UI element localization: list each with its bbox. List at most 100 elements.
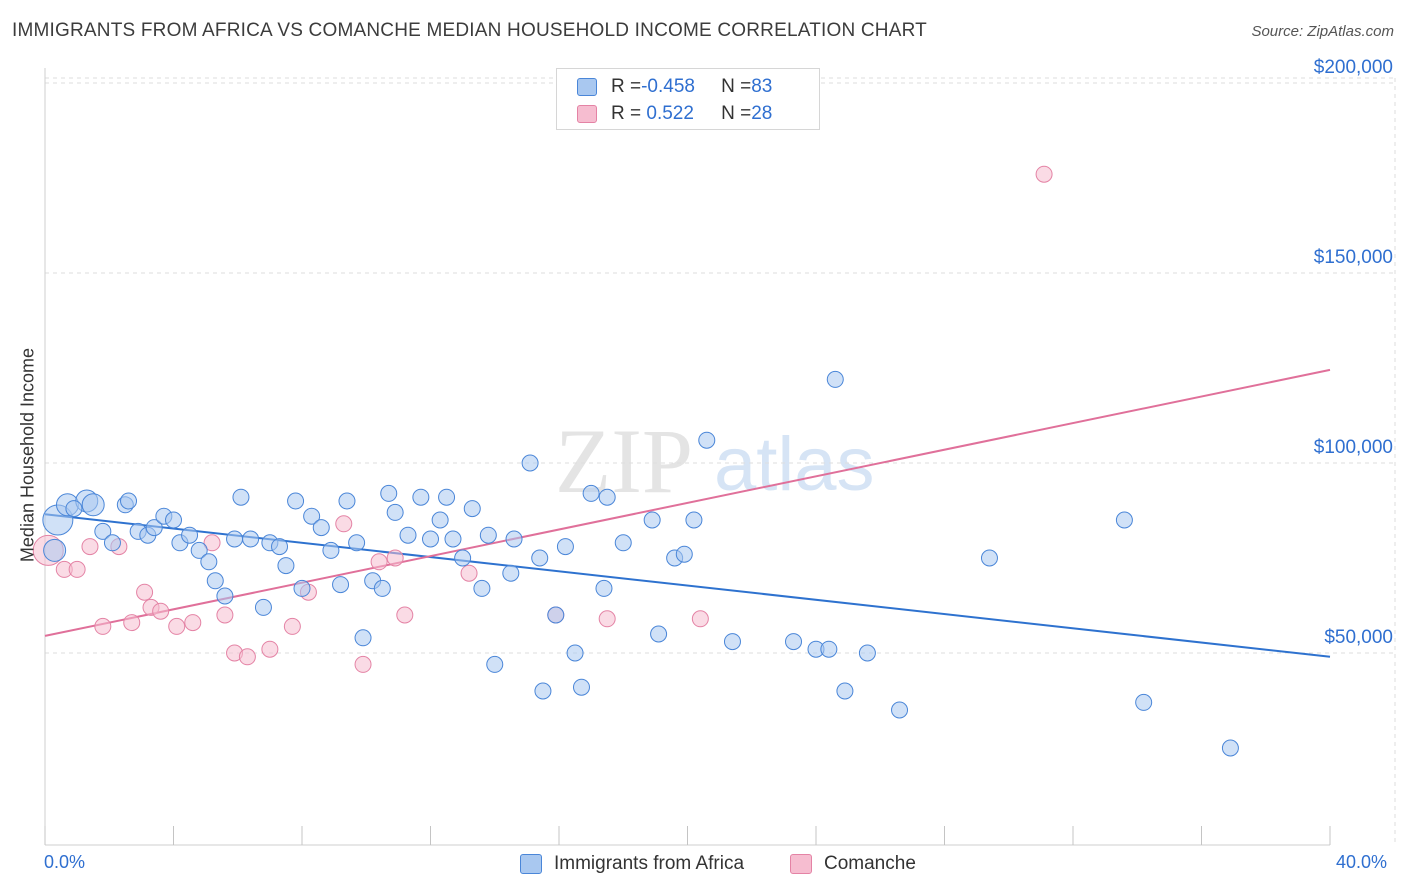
point-africa bbox=[348, 534, 366, 552]
point-africa bbox=[373, 579, 391, 597]
point-africa bbox=[614, 534, 632, 552]
point-comanche bbox=[283, 617, 301, 635]
x-tick-label-max: 40.0% bbox=[1336, 852, 1388, 872]
point-africa bbox=[582, 484, 600, 502]
point-comanche bbox=[386, 549, 404, 567]
point-africa bbox=[386, 503, 404, 521]
point-comanche bbox=[203, 534, 221, 552]
point-comanche bbox=[460, 564, 478, 582]
point-africa bbox=[572, 678, 590, 696]
bottom-legend-comanche: Comanche bbox=[790, 852, 916, 876]
point-africa bbox=[81, 493, 105, 517]
y-axis-title: Median Household Income bbox=[17, 347, 38, 563]
point-africa bbox=[502, 564, 520, 582]
point-africa bbox=[534, 682, 552, 700]
legend-swatch-africa bbox=[577, 78, 597, 96]
point-africa bbox=[216, 587, 234, 605]
point-africa bbox=[980, 549, 998, 567]
point-africa bbox=[1221, 739, 1239, 757]
legend-r-label: R = bbox=[611, 76, 642, 97]
point-comanche bbox=[370, 553, 388, 571]
point-africa bbox=[65, 500, 83, 518]
legend-n-label: N = bbox=[721, 76, 752, 97]
point-africa bbox=[103, 534, 121, 552]
point-africa bbox=[785, 633, 803, 651]
point-africa bbox=[650, 625, 668, 643]
point-comanche bbox=[354, 655, 372, 673]
y-tick-label: $150,000 bbox=[1314, 247, 1393, 268]
source-label: Source: ZipAtlas.com bbox=[1251, 23, 1394, 40]
point-africa bbox=[431, 511, 449, 529]
watermark-atlas: atlas bbox=[714, 422, 875, 507]
point-africa bbox=[521, 454, 539, 472]
point-africa bbox=[566, 644, 584, 662]
point-africa bbox=[332, 576, 350, 594]
point-comanche bbox=[81, 538, 99, 556]
point-africa bbox=[312, 519, 330, 537]
legend-n-label: N = bbox=[721, 103, 752, 124]
point-africa bbox=[479, 526, 497, 544]
point-africa bbox=[293, 579, 311, 597]
legend-n-value: 28 bbox=[751, 103, 773, 124]
point-africa bbox=[206, 572, 224, 590]
point-africa bbox=[422, 530, 439, 548]
point-africa bbox=[181, 526, 199, 544]
point-africa bbox=[412, 488, 430, 506]
chart-title: IMMIGRANTS FROM AFRICA VS COMANCHE MEDIA… bbox=[12, 20, 927, 41]
point-africa bbox=[675, 545, 693, 563]
point-comanche bbox=[68, 560, 86, 578]
point-africa bbox=[598, 488, 616, 506]
point-africa bbox=[232, 488, 250, 506]
point-africa bbox=[254, 598, 272, 616]
y-tick-label: $50,000 bbox=[1324, 627, 1393, 648]
point-africa bbox=[595, 579, 613, 597]
legend-row-africa: R = -0.458 N = 83 bbox=[577, 75, 772, 99]
point-africa bbox=[120, 492, 138, 510]
point-comanche bbox=[136, 583, 154, 601]
correlation-legend: R = -0.458 N = 83 R = 0.522 N = 28 bbox=[556, 68, 820, 130]
point-africa bbox=[1115, 511, 1133, 529]
point-africa bbox=[322, 541, 340, 559]
point-comanche bbox=[598, 610, 616, 628]
trend-line-africa bbox=[44, 513, 1331, 658]
trend-line-comanche bbox=[44, 368, 1331, 637]
y-tick-label: $100,000 bbox=[1314, 437, 1393, 458]
watermark-zip: ZIP bbox=[555, 410, 693, 512]
point-africa bbox=[505, 530, 523, 548]
point-africa bbox=[303, 507, 321, 525]
point-africa bbox=[145, 519, 163, 537]
point-africa bbox=[836, 682, 854, 700]
point-africa bbox=[454, 549, 472, 567]
point-africa bbox=[1135, 693, 1153, 711]
legend-swatch-comanche bbox=[577, 105, 597, 123]
trend-lines bbox=[44, 368, 1331, 658]
point-africa bbox=[820, 640, 838, 658]
y-tick-label: $200,000 bbox=[1314, 57, 1393, 78]
bottom-legend-africa-label: Immigrants from Africa bbox=[554, 853, 745, 874]
point-africa bbox=[200, 553, 218, 571]
legend-n-value: 83 bbox=[751, 76, 773, 97]
axes bbox=[44, 68, 1331, 846]
point-africa bbox=[685, 511, 703, 529]
point-africa bbox=[338, 492, 356, 510]
point-comanche bbox=[216, 606, 234, 624]
point-africa bbox=[891, 701, 909, 719]
legend-r-value: -0.458 bbox=[641, 76, 695, 97]
point-comanche bbox=[335, 515, 353, 533]
point-africa bbox=[242, 530, 260, 548]
y-tick-labels: $50,000 $100,000 $150,000 $200,000 bbox=[1314, 57, 1393, 648]
point-africa bbox=[399, 526, 417, 544]
point-comanche bbox=[261, 640, 279, 658]
point-africa bbox=[43, 538, 67, 562]
point-comanche bbox=[238, 648, 256, 666]
point-africa bbox=[438, 488, 456, 506]
point-africa bbox=[723, 633, 741, 651]
point-africa bbox=[271, 538, 289, 556]
point-africa bbox=[277, 557, 295, 575]
point-comanche bbox=[691, 610, 709, 628]
point-africa bbox=[473, 579, 491, 597]
point-africa bbox=[486, 655, 504, 673]
point-comanche bbox=[184, 614, 202, 632]
point-africa bbox=[698, 431, 716, 449]
